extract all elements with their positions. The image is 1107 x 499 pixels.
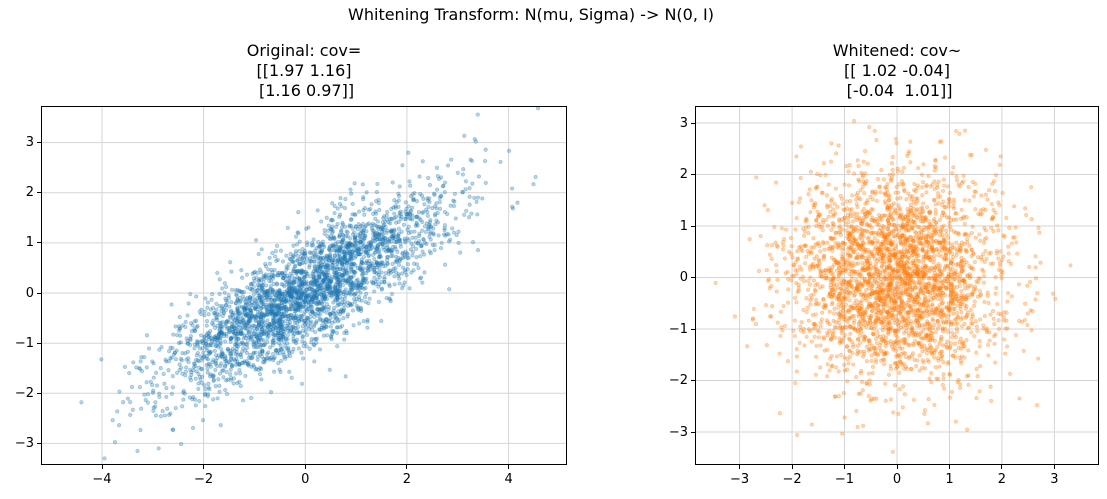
y-tick-label: −2: [14, 385, 34, 401]
scatter-points: [79, 106, 541, 461]
x-tick-label: −2: [782, 472, 802, 487]
x-tickmark: [896, 465, 898, 469]
plot-title-line: [-0.04 1.01]]: [841, 81, 953, 100]
y-tick-label: 2: [25, 185, 34, 201]
x-tick-label: 2: [997, 472, 1007, 487]
x-tickmark: [101, 465, 103, 469]
plot-title-line: [[1.97 1.16]: [256, 61, 352, 80]
plot-title-line: Whitened: cov~: [832, 41, 962, 60]
x-tickmark: [1001, 465, 1003, 469]
y-tick-label: −3: [668, 424, 688, 440]
x-tick-label: 4: [504, 472, 513, 487]
axes-original: −4 −2 0 2 4 3 2 1 0 −1 −2 −3: [15, 106, 567, 487]
y-tick-label: 3: [25, 135, 34, 151]
x-tickmark: [304, 465, 306, 469]
y-tickmark: [691, 431, 695, 433]
plot-title-line: Original: cov=: [246, 41, 362, 60]
x-tick-label: −2: [194, 472, 214, 487]
plot-title-original: Original: cov= [[1.97 1.16] [1.16 0.97]]: [41, 41, 567, 101]
x-tick-label: 3: [1050, 472, 1059, 487]
scatter-points: [713, 118, 1073, 455]
y-tick-label: 0: [679, 270, 688, 285]
y-tick-label: 1: [679, 218, 688, 234]
y-tickmark: [37, 342, 41, 344]
y-tickmark: [37, 142, 41, 144]
plot-title-whitened: Whitened: cov~ [[ 1.02 -0.04] [-0.04 1.0…: [695, 41, 1099, 101]
x-tick-label: −1: [834, 472, 855, 487]
y-tickmark: [691, 122, 695, 124]
gridlines: [695, 106, 1099, 465]
x-tickmark: [203, 465, 205, 469]
x-tick-label: 1: [945, 472, 954, 487]
y-tickmark: [37, 392, 41, 394]
x-tickmark: [949, 465, 950, 469]
plot-title-line: [1.16 0.97]]: [253, 81, 355, 100]
figure-title: Whitening Transform: N(mu, Sigma) -> N(0…: [348, 5, 714, 24]
x-tick-label: 0: [301, 472, 310, 487]
x-tick-label: 2: [402, 472, 412, 487]
gridlines: [41, 106, 567, 465]
x-tickmark: [406, 465, 408, 469]
y-tick-label: −1: [14, 335, 34, 351]
x-tick-label: 0: [892, 472, 902, 487]
x-tickmark: [508, 465, 510, 469]
axes-frame: [695, 106, 1099, 465]
y-tickmark: [691, 277, 695, 278]
x-tickmark: [844, 465, 845, 469]
plot-title-line: [[ 1.02 -0.04]: [844, 61, 950, 80]
y-tick-label: 3: [679, 115, 688, 131]
x-tickmark: [1053, 465, 1055, 469]
y-tickmark: [37, 292, 41, 294]
y-tickmark: [691, 225, 695, 227]
y-tick-label: −2: [668, 373, 688, 388]
axes-frame: [41, 106, 567, 465]
y-tickmark: [37, 442, 41, 444]
x-tickmark: [791, 465, 793, 469]
y-tickmark: [691, 328, 695, 330]
y-tickmark: [37, 192, 41, 194]
axes-whitened: −3 −2 −1 0 1 2 3 3 2 1 0 −1 −2 −3: [669, 106, 1099, 487]
y-tick-label: −1: [668, 321, 688, 337]
y-tick-label: 2: [679, 167, 688, 182]
y-tick-label: −3: [14, 435, 34, 451]
y-tick-label: 0: [25, 285, 34, 301]
y-tickmark: [691, 174, 695, 175]
x-tick-label: −4: [92, 472, 112, 487]
y-tickmark: [691, 380, 695, 381]
y-tickmark: [37, 242, 41, 244]
x-tickmark: [739, 465, 741, 469]
y-tick-label: 1: [25, 235, 34, 251]
x-tick-label: −3: [730, 472, 750, 487]
